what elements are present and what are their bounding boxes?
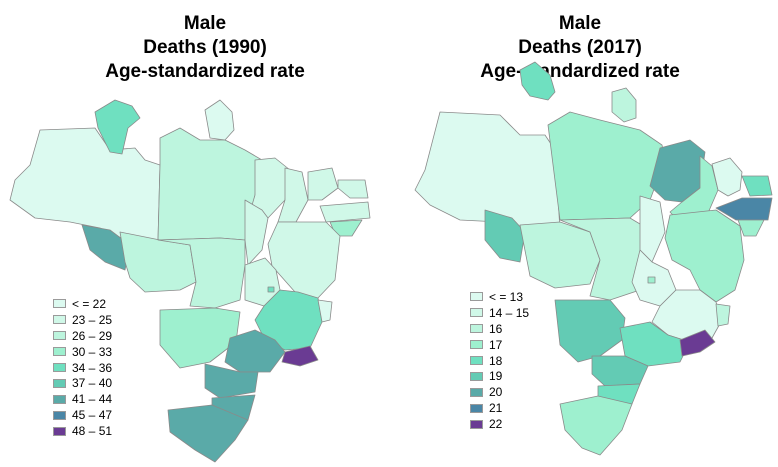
state-mato-grosso (157, 237, 246, 309)
state-ceara (711, 157, 743, 197)
legend-item: 19 (470, 368, 529, 384)
legend-item: 20 (470, 384, 529, 400)
legend-item: 17 (470, 337, 529, 353)
legend-item: 26 – 29 (53, 328, 112, 344)
state-roraima (519, 61, 556, 101)
state-federal-district (267, 286, 275, 293)
state-rio-grande-do-sul (559, 395, 633, 456)
state-federal-district (647, 276, 656, 284)
legend-label: 21 (489, 401, 503, 416)
state-espirito-santo (715, 303, 731, 327)
legend-label: 17 (489, 337, 503, 352)
legend-swatch (470, 308, 483, 318)
legend-label: 34 – 36 (72, 360, 113, 375)
legend-item: < = 13 (470, 289, 529, 305)
legend-item: 21 (470, 400, 529, 416)
title-line-measure: Deaths (1990) (143, 37, 267, 58)
legend-item: < = 22 (53, 296, 112, 312)
state-rondonia (519, 221, 601, 289)
state-rio-grande-do-norte (741, 175, 773, 197)
legend-label: 45 – 47 (72, 408, 113, 423)
legend-item: 37 – 40 (53, 375, 112, 391)
state-acre (81, 224, 131, 271)
legend-1990: < = 22 23 – 25 26 – 29 30 – 33 34 – 36 3… (53, 296, 112, 439)
state-parana (204, 363, 259, 399)
legend-label: 14 – 15 (489, 305, 530, 320)
legend-swatch (53, 347, 66, 357)
legend-label: 20 (489, 385, 503, 400)
legend-swatch (53, 426, 66, 436)
legend-item: 22 (470, 416, 529, 432)
state-mato-grosso-do-sul (554, 299, 626, 363)
state-mato-grosso-do-sul (159, 307, 241, 369)
state-maranhao (249, 157, 291, 219)
title-line-metric: Age-standardized rate (105, 61, 305, 82)
legend-swatch (53, 378, 66, 388)
state-bahia (664, 209, 745, 303)
legend-swatch (53, 410, 66, 420)
state-amapa (204, 99, 235, 141)
legend-item: 23 – 25 (53, 312, 112, 328)
state-roraima (94, 99, 141, 155)
legend-label: 18 (489, 353, 503, 368)
legend-label: 30 – 33 (72, 344, 113, 359)
state-minas-gerais (651, 289, 723, 343)
legend-label: 23 – 25 (72, 312, 113, 327)
legend-item: 48 – 51 (53, 423, 112, 439)
legend-swatch (53, 331, 66, 341)
legend-swatch (470, 340, 483, 350)
legend-label: 19 (489, 369, 503, 384)
legend-swatch (53, 363, 66, 372)
state-pernambuco (319, 201, 371, 223)
legend-label: 22 (489, 417, 503, 432)
state-ceara (307, 167, 339, 201)
legend-label: 37 – 40 (72, 376, 113, 391)
state-rio-grande-do-norte (337, 179, 369, 199)
legend-label: 16 (489, 321, 503, 336)
legend-item: 16 (470, 321, 529, 337)
legend-label: < = 13 (489, 289, 524, 304)
legend-label: 41 – 44 (72, 392, 113, 407)
legend-label: 48 – 51 (72, 424, 113, 439)
legend-2017: < = 13 14 – 15 16 17 18 19 20 21 22 (470, 289, 529, 432)
state-acre (484, 209, 526, 263)
legend-swatch (470, 292, 483, 302)
legend-item: 30 – 33 (53, 344, 112, 360)
legend-swatch (53, 299, 66, 309)
legend-swatch (470, 324, 483, 334)
legend-item: 18 (470, 353, 529, 369)
legend-item: 14 – 15 (470, 305, 529, 321)
map-title-1990: Male Deaths (1990) Age-standardized rate (70, 12, 340, 84)
state-rio-de-janeiro (281, 345, 319, 367)
legend-swatch (470, 403, 483, 413)
legend-item: 41 – 44 (53, 391, 112, 407)
legend-label: < = 22 (72, 296, 107, 311)
state-tocantins (639, 195, 666, 263)
state-tocantins (244, 199, 269, 266)
state-amapa (611, 87, 637, 123)
state-rio-grande-do-sul (167, 404, 249, 463)
state-pernambuco (715, 197, 773, 221)
title-line-sex: Male (558, 13, 602, 34)
legend-label: 26 – 29 (72, 328, 113, 343)
state-alagoas-sergipe (737, 219, 765, 237)
legend-swatch (470, 371, 483, 381)
title-line-measure: Deaths (2017) (518, 37, 642, 58)
legend-item: 34 – 36 (53, 360, 112, 376)
legend-swatch (53, 315, 66, 325)
legend-swatch (470, 356, 483, 365)
state-minas-gerais (254, 289, 323, 351)
legend-swatch (470, 419, 483, 429)
legend-swatch (53, 394, 66, 404)
state-rio-de-janeiro (679, 329, 716, 357)
legend-item: 45 – 47 (53, 407, 112, 423)
title-line-sex: Male (183, 13, 227, 34)
legend-swatch (470, 387, 483, 397)
state-sao-paulo (224, 329, 286, 373)
state-espirito-santo (317, 299, 333, 323)
